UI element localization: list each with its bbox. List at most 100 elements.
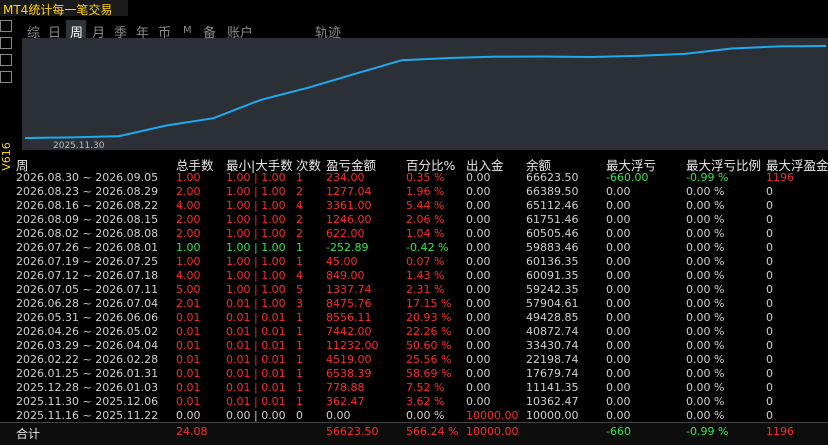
table-cell: 10000.00 [526, 409, 579, 422]
table-cell: -0.99 % [686, 171, 729, 184]
total-bar [0, 422, 828, 445]
table-cell: 1.43 % [406, 269, 445, 282]
table-cell: 22198.74 [526, 353, 579, 366]
table-cell: 33430.74 [526, 339, 579, 352]
table-cell: -0.42 % [406, 241, 449, 254]
table-cell: 57904.61 [526, 297, 579, 310]
tab[interactable]: 轨迹 [315, 26, 342, 41]
table-cell: 59242.35 [526, 283, 579, 296]
table-cell: 0.00 [466, 171, 491, 184]
table-cell: 2.31 % [406, 283, 445, 296]
icon[interactable] [0, 54, 12, 66]
total-lots: 24.08 [176, 425, 208, 438]
tab[interactable]: 备 [203, 26, 217, 41]
table-cell: 0.00 % [686, 297, 725, 310]
table-cell: 0 [766, 255, 773, 268]
table-cell: 4519.00 [326, 353, 372, 366]
table-cell: 0 [766, 339, 773, 352]
table-cell: 2026.07.26 ~ 2026.08.01 [16, 241, 159, 254]
table-cell: 0.00 [606, 185, 631, 198]
table-cell: 0.01 | 0.01 [226, 311, 286, 324]
table-cell: 2026.08.23 ~ 2026.08.29 [16, 185, 159, 198]
tab[interactable]: 日 [48, 26, 62, 41]
tab[interactable]: 年 [136, 26, 150, 41]
table-cell: 0 [766, 297, 773, 310]
table-cell: 2026.08.02 ~ 2026.08.08 [16, 227, 159, 240]
column-header: 出入金 [466, 158, 504, 173]
table-cell: 61751.46 [526, 213, 579, 226]
toolbar [0, 18, 12, 96]
table-cell: 0.01 | 1.00 [226, 297, 286, 310]
table-cell: 17679.74 [526, 367, 579, 380]
table-cell: 2.00 [176, 227, 201, 240]
table-cell: 11232.00 [326, 339, 379, 352]
icon[interactable] [0, 71, 12, 83]
table-cell: 59883.46 [526, 241, 579, 254]
table-cell: 0.00 % [686, 213, 725, 226]
table-cell: 0.00 [466, 227, 491, 240]
equity-chart: 2025.11.30 [22, 38, 828, 151]
tab[interactable]: 综 [27, 26, 41, 41]
table-cell: 0.00 [466, 255, 491, 268]
table-cell: 0 [296, 409, 303, 422]
table-cell: 60091.35 [526, 269, 579, 282]
table-cell: 1246.00 [326, 213, 372, 226]
table-cell: 0.01 [176, 381, 201, 394]
table-cell: 1.00 | 1.00 [226, 213, 286, 226]
table-cell: 11141.35 [526, 381, 579, 394]
table-cell: 2.00 [176, 213, 201, 226]
total-max-float-profit: 1196 [766, 425, 794, 438]
table-cell: 0.00 % [686, 409, 725, 422]
table-cell: 0.00 % [686, 269, 725, 282]
tab[interactable]: M [183, 25, 192, 36]
table-cell: 17.15 % [406, 297, 452, 310]
icon[interactable] [0, 20, 12, 32]
table-cell: 0.00 [606, 325, 631, 338]
table-cell: 1 [296, 241, 303, 254]
table-cell: 1 [296, 339, 303, 352]
table-cell: 0.01 | 0.01 [226, 367, 286, 380]
table-cell: 0 [766, 283, 773, 296]
table-cell: 0.00 [466, 339, 491, 352]
table-cell: 2025.11.16 ~ 2025.11.22 [16, 409, 159, 422]
table-cell: 6538.39 [326, 367, 372, 380]
table-cell: 1 [296, 171, 303, 184]
table-cell: 0.00 [466, 185, 491, 198]
tab[interactable]: 周 [70, 26, 84, 41]
tab[interactable]: 币 [158, 26, 172, 41]
table-cell: 3.62 % [406, 395, 445, 408]
table-cell: 0.35 % [406, 171, 445, 184]
table-cell: 0 [766, 395, 773, 408]
column-header: 最大浮盈金额 [766, 158, 828, 173]
table-cell: 2026.08.16 ~ 2026.08.22 [16, 199, 159, 212]
table-cell: 0.00 [606, 367, 631, 380]
table-cell: 0 [766, 311, 773, 324]
icon[interactable] [0, 37, 12, 49]
column-header: 最小|大手数 [226, 158, 293, 173]
table-cell: 0.00 [466, 395, 491, 408]
table-cell: 0.01 | 0.01 [226, 395, 286, 408]
table-cell: 2026.07.05 ~ 2026.07.11 [16, 283, 159, 296]
table-cell: 7442.00 [326, 325, 372, 338]
table-cell: 2026.05.31 ~ 2026.06.06 [16, 311, 159, 324]
table-cell: 1196 [766, 171, 794, 184]
table-cell: 1.00 | 1.00 [226, 241, 286, 254]
table-cell: 0.00 % [686, 367, 725, 380]
table-cell: 10000.00 [466, 409, 519, 422]
tab[interactable]: 季 [114, 26, 128, 41]
table-cell: 0.00 [606, 297, 631, 310]
tab[interactable]: 账户 [227, 26, 254, 41]
tab[interactable]: 月 [92, 26, 106, 41]
table-cell: 0.00 [466, 213, 491, 226]
table-cell: 0 [766, 199, 773, 212]
table-cell: 0.00 % [686, 381, 725, 394]
table-cell: 66623.50 [526, 171, 579, 184]
table-cell: 50.60 % [406, 339, 452, 352]
table-cell: 2025.12.28 ~ 2026.01.03 [16, 381, 159, 394]
table-cell: 0.07 % [406, 255, 445, 268]
table-cell: 1.00 [176, 171, 201, 184]
table-cell: 10362.47 [526, 395, 579, 408]
table-cell: 0 [766, 241, 773, 254]
total-deposit: 10000.00 [466, 425, 519, 438]
table-cell: 2026.03.29 ~ 2026.04.04 [16, 339, 159, 352]
